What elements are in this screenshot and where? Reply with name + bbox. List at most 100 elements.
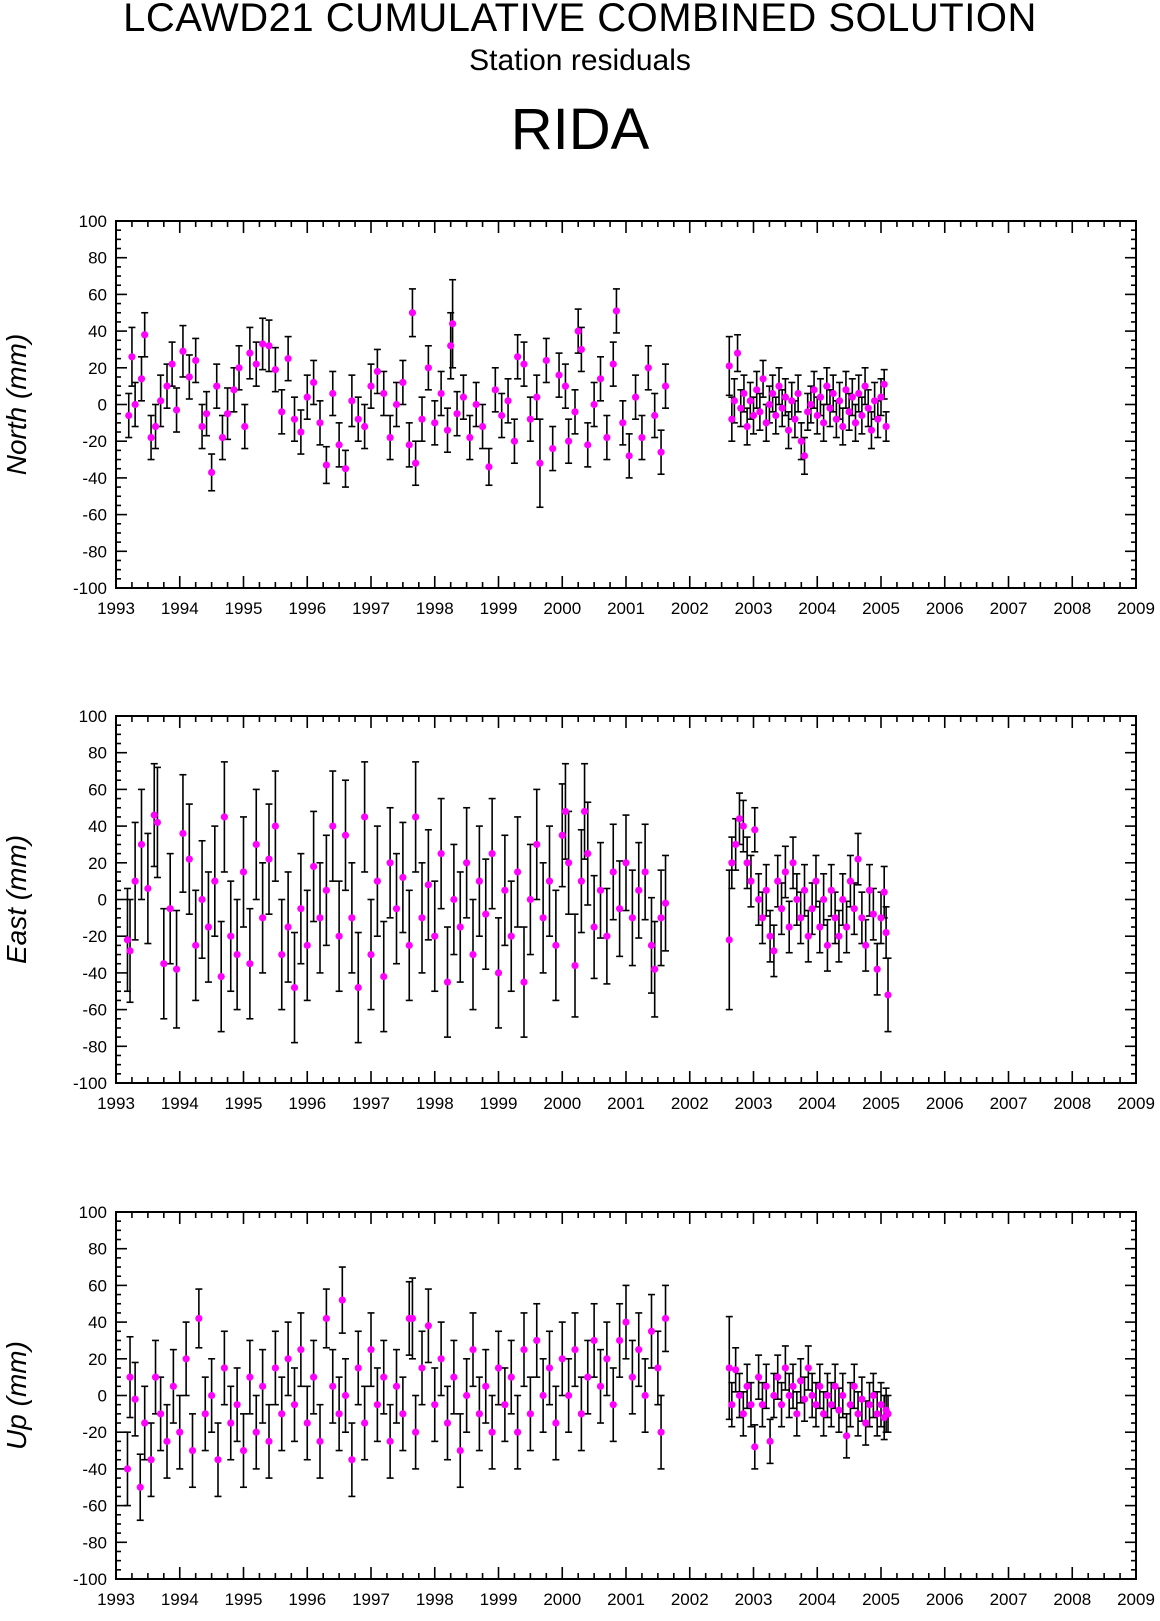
east-data-point	[290, 983, 299, 992]
east-data-point	[858, 914, 866, 922]
north-data-point	[816, 393, 825, 401]
east-data-point	[661, 899, 670, 907]
up-x-tick-label: 1998	[416, 1590, 454, 1609]
east-y-tick-label: -20	[82, 927, 107, 946]
up-data-point	[839, 1391, 847, 1400]
up-x-tick-label: 2000	[543, 1590, 581, 1609]
north-data-point	[823, 382, 831, 390]
up-data-point	[762, 1382, 770, 1390]
up-data-point	[616, 1336, 624, 1345]
east-data-point	[739, 822, 747, 830]
north-data-point	[842, 386, 850, 394]
east-data-point	[758, 914, 767, 922]
east-data-point	[808, 905, 816, 913]
north-data-point	[514, 353, 522, 361]
up-data-point	[341, 1391, 350, 1400]
north-data-point	[443, 426, 452, 434]
north-data-point	[141, 331, 149, 339]
up-data-point	[869, 1391, 877, 1400]
east-x-tick-label: 1995	[225, 1094, 263, 1113]
east-data-point	[367, 950, 375, 959]
east-data-point	[239, 868, 248, 876]
up-data-point	[654, 1364, 662, 1372]
north-data-point	[399, 378, 407, 387]
east-data-point	[271, 822, 279, 830]
east-data-point	[475, 877, 483, 885]
north-data-point	[392, 400, 401, 409]
up-data-point	[751, 1443, 759, 1451]
north-data-point	[172, 406, 181, 414]
east-data-point	[770, 947, 778, 955]
up-data-point	[739, 1410, 747, 1418]
east-data-point	[412, 813, 420, 821]
north-x-tick-label: 1997	[352, 599, 390, 618]
east-data-point	[153, 818, 162, 827]
east-data-point	[558, 831, 566, 839]
east-data-point	[137, 840, 146, 849]
up-x-tick-label: 1997	[352, 1590, 390, 1609]
north-data-point	[784, 426, 793, 434]
east-data-point	[204, 923, 213, 931]
north-data-point	[775, 382, 783, 390]
north-data-point	[651, 411, 659, 420]
north-data-point	[265, 342, 273, 350]
north-data-point	[858, 411, 866, 420]
north-x-tick-label: 2004	[798, 599, 836, 618]
east-data-point	[781, 868, 789, 876]
east-y-tick-label: 0	[98, 891, 107, 910]
up-data-point	[252, 1428, 260, 1436]
north-data-point	[424, 364, 432, 372]
up-data-point	[488, 1428, 496, 1436]
north-data-point	[800, 452, 809, 460]
up-data-point	[728, 1401, 736, 1409]
east-data-point	[835, 932, 843, 940]
east-data-point	[812, 877, 820, 885]
north-data-point	[612, 307, 621, 315]
east-data-point	[520, 978, 528, 986]
up-data-point	[278, 1410, 286, 1418]
up-data-point	[725, 1364, 733, 1372]
east-data-point	[539, 914, 547, 922]
up-data-point	[622, 1318, 630, 1326]
north-data-point	[491, 386, 499, 394]
east-data-point	[800, 886, 809, 894]
north-data-point	[781, 393, 789, 401]
east-data-point	[144, 884, 152, 893]
up-data-point	[136, 1483, 144, 1491]
east-data-point	[482, 910, 490, 918]
north-y-tick-label: -100	[73, 579, 107, 598]
north-data-point	[408, 309, 417, 317]
east-data-point	[622, 859, 630, 867]
up-data-point	[755, 1373, 763, 1381]
east-data-point	[322, 886, 330, 894]
east-data-point	[545, 877, 554, 885]
north-x-tick-label: 2003	[735, 599, 773, 618]
north-data-point	[804, 408, 812, 416]
north-data-point	[185, 373, 193, 381]
east-y-tick-label: 100	[79, 707, 107, 726]
up-x-tick-label: 2006	[926, 1590, 964, 1609]
up-data-point	[743, 1382, 751, 1390]
north-data-point	[788, 397, 796, 405]
north-data-point	[590, 400, 598, 409]
up-data-point	[208, 1391, 216, 1400]
north-data-point	[756, 408, 764, 416]
east-data-point	[823, 941, 832, 949]
east-data-point	[831, 914, 839, 922]
up-x-tick-label: 2004	[798, 1590, 836, 1609]
chart-title: LCAWD21 CUMULATIVE COMBINED SOLUTION	[123, 0, 1037, 40]
north-x-tick-label: 2009	[1117, 599, 1155, 618]
east-data-point	[766, 932, 774, 940]
chart-subtitle: Station residuals	[469, 44, 691, 77]
north-data-point	[574, 327, 582, 335]
east-data-point	[804, 932, 812, 940]
up-data-point	[781, 1364, 789, 1372]
up-data-point	[533, 1336, 541, 1345]
up-data-point	[884, 1410, 892, 1418]
north-data-point	[208, 468, 216, 476]
north-data-point	[453, 410, 461, 418]
up-data-point	[831, 1382, 839, 1390]
north-x-tick-label: 1994	[161, 599, 199, 618]
up-data-point	[777, 1401, 786, 1409]
up-data-point	[774, 1373, 782, 1381]
